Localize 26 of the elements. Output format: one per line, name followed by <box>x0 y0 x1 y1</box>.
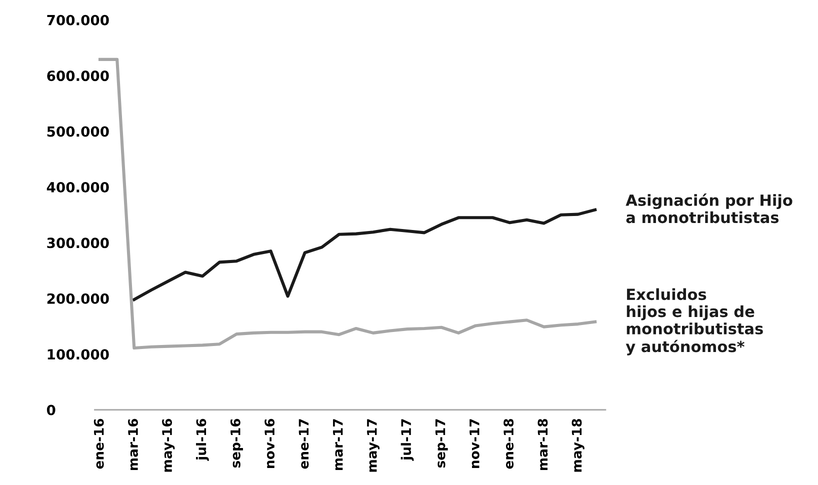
x-tick-label: ene-17 <box>298 419 309 469</box>
y-tick-label: 300.000 <box>47 238 109 248</box>
x-tick-label: nov-16 <box>264 418 275 468</box>
y-tick-label: 500.000 <box>47 126 109 137</box>
line-series <box>132 208 597 302</box>
y-tick-label: 200.000 <box>47 293 109 304</box>
x-tick-label: mar-18 <box>538 418 548 470</box>
y-tick-label: 0 <box>46 404 56 416</box>
x-tick-label: sep-16 <box>230 418 243 468</box>
x-tick-label: may-16 <box>162 418 175 472</box>
x-tick-label: jul-16 <box>196 418 209 461</box>
x-tick-label: ene-16 <box>94 418 104 469</box>
x-tick-label: may-18 <box>572 418 584 472</box>
text: Excluidos hijos e hijas de monotributistas y autónomos* <box>626 288 763 356</box>
y-tick-label: 700.000 <box>47 14 109 26</box>
x-tick-label: mar-16 <box>128 418 138 470</box>
y-tick-label: 400.000 <box>46 182 109 192</box>
x-tick-label: ene-18 <box>504 418 514 469</box>
x-tick-label: mar-17 <box>333 419 343 470</box>
x-tick-label: may-17 <box>367 419 380 472</box>
x-tick-label: nov-17 <box>470 419 480 468</box>
text: Asignación por Hijo a monotributistas <box>626 194 792 224</box>
x-tick-label: jul-17 <box>400 419 414 461</box>
y-tick-label: 100.000 <box>48 349 109 360</box>
y-tick-label: 600.000 <box>47 70 109 82</box>
x-tick-label: sep-17 <box>435 419 448 468</box>
